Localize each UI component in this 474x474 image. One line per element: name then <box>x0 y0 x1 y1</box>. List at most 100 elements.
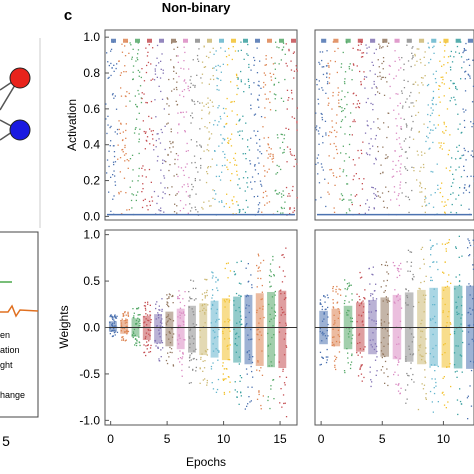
activation-point <box>429 132 431 134</box>
weights-point <box>434 315 436 318</box>
activation-point <box>357 49 359 51</box>
activation-point <box>463 169 465 172</box>
activation-point <box>453 82 455 85</box>
activation-point <box>141 206 144 209</box>
activation-point <box>315 127 317 129</box>
weights-point <box>258 393 260 396</box>
weights-point <box>327 323 329 326</box>
activation-point <box>280 193 283 195</box>
activation-point <box>125 71 127 73</box>
activation-point <box>316 157 318 159</box>
weights-point <box>348 328 350 330</box>
activation-point <box>248 66 250 68</box>
activation-point <box>326 83 329 85</box>
activation-point <box>106 52 108 54</box>
activation-point <box>353 64 355 66</box>
activation-point <box>438 85 440 87</box>
weights-point <box>114 320 116 323</box>
activation-point <box>412 46 414 48</box>
weights-point <box>278 331 281 333</box>
activation-point <box>456 146 458 148</box>
activation-point <box>175 153 178 155</box>
activation-point <box>152 47 154 49</box>
activation-point <box>199 102 201 104</box>
weights-point <box>326 329 328 332</box>
weights-point <box>371 273 373 275</box>
weights-point <box>458 280 461 283</box>
activation-point <box>146 136 149 138</box>
weights-point <box>411 378 413 381</box>
activation-point <box>327 81 329 83</box>
activation-point <box>327 97 329 99</box>
weights-point <box>114 329 116 332</box>
weights-point <box>425 398 427 400</box>
activation-point <box>273 84 275 86</box>
weights-point <box>345 295 347 297</box>
activation-point <box>183 116 185 118</box>
activation-point <box>405 151 407 153</box>
activation-point <box>430 58 432 61</box>
weights-point <box>383 337 385 339</box>
weights-point <box>405 358 407 360</box>
activation-point <box>443 205 445 207</box>
activation-point <box>233 100 235 103</box>
weights-point <box>385 285 387 287</box>
weights-point <box>251 386 253 388</box>
activation-point <box>368 206 370 208</box>
activation-point <box>285 43 287 45</box>
weights-point <box>124 322 126 324</box>
weights-point <box>246 304 248 306</box>
weights-point <box>397 293 399 295</box>
activation-point <box>237 184 239 186</box>
activation-point <box>318 143 320 145</box>
activation-point <box>148 200 151 203</box>
weights-point <box>210 365 213 368</box>
weights-point <box>181 375 183 377</box>
weights-point <box>223 368 225 370</box>
weights-point <box>157 347 159 349</box>
activation-point <box>455 87 457 89</box>
weights-point <box>350 342 353 344</box>
weights-point <box>154 340 156 342</box>
weights-point <box>182 311 185 313</box>
weights-point <box>358 314 360 316</box>
activation-point <box>439 41 441 43</box>
activation-point <box>352 103 355 105</box>
weights-point <box>177 296 179 298</box>
weights-point <box>400 262 402 265</box>
activation-point <box>384 76 387 79</box>
activation-point <box>357 106 360 108</box>
activation-point <box>373 208 375 210</box>
weights-point <box>331 341 334 344</box>
activation-point <box>451 203 453 206</box>
activation-point <box>366 153 369 156</box>
weights-point <box>324 301 326 303</box>
x-axis-title-epochs: Epochs <box>186 455 226 469</box>
activation-point <box>170 131 172 133</box>
weights-point <box>240 283 242 285</box>
activation-point <box>207 166 210 168</box>
activation-point <box>455 158 457 160</box>
weights-point <box>169 332 171 334</box>
activation-point <box>231 133 233 135</box>
weights-point <box>364 346 366 348</box>
activation-point <box>438 96 440 98</box>
weights-point <box>150 321 152 323</box>
weights-point <box>195 370 197 372</box>
weights-point <box>437 268 439 271</box>
weights-point <box>346 283 349 285</box>
weights-point <box>206 354 208 356</box>
activation-point <box>204 126 206 128</box>
activation-point <box>178 75 180 78</box>
activation-point <box>208 113 210 115</box>
activation-point <box>467 73 469 75</box>
weights-point <box>410 261 413 263</box>
activation-point <box>439 85 441 87</box>
legend-box <box>0 231 39 418</box>
weights-point <box>138 318 141 320</box>
weights-point <box>441 392 443 394</box>
activation-point <box>335 122 337 124</box>
weights-point <box>370 293 372 295</box>
activation-point <box>324 120 327 122</box>
weights-point <box>348 301 350 303</box>
